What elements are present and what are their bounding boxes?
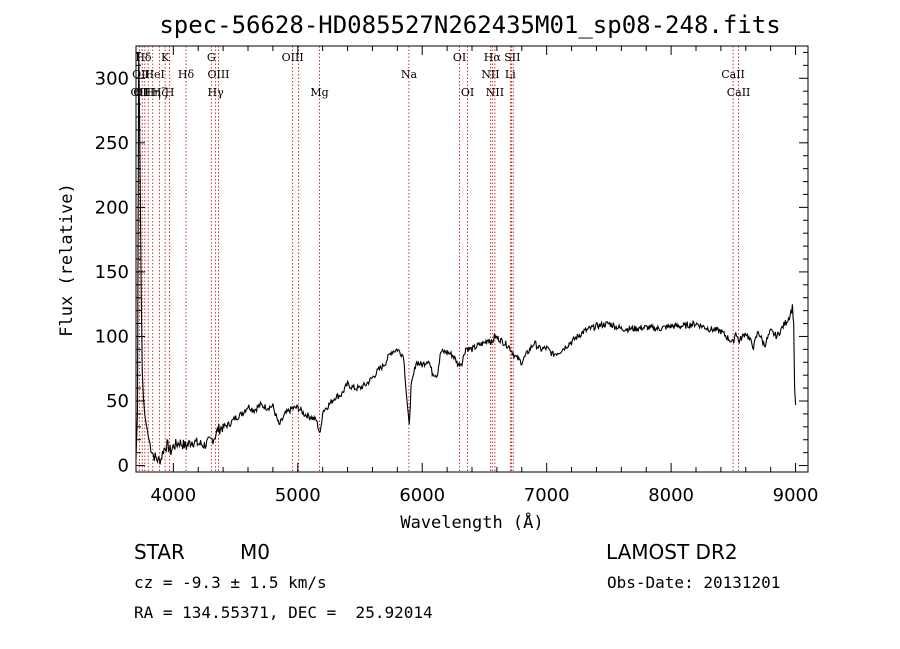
line-id-label: NII xyxy=(481,68,499,81)
obs-date: Obs-Date: 20131201 xyxy=(607,573,781,592)
y-axis: 0 50 100 150 200 250 300 xyxy=(95,51,808,477)
x-axis: 4000 5000 6000 7000 8000 9000 xyxy=(150,46,818,506)
line-id-label: G xyxy=(207,51,216,64)
line-id-label: Hγ xyxy=(208,86,225,99)
chart-title: spec-56628-HD085527N262435M01_sp08-248.f… xyxy=(159,11,780,39)
redshift-cz: cz = -9.3 ± 1.5 km/s xyxy=(134,573,327,592)
y-tick-label: 150 xyxy=(95,262,129,283)
line-id-label: NII xyxy=(486,86,504,99)
x-tick-label: 5000 xyxy=(275,485,321,506)
line-id-label: CaII xyxy=(727,86,751,99)
y-tick-label: 0 xyxy=(118,456,129,477)
line-id-label: H xyxy=(165,86,175,99)
line-id-label: Hδ xyxy=(135,51,152,64)
plot-frame xyxy=(135,45,809,473)
line-id-label: Hα xyxy=(484,51,502,64)
x-tick-label: 7000 xyxy=(524,485,570,506)
line-markers xyxy=(138,46,739,472)
survey-name: LAMOST DR2 xyxy=(606,540,738,564)
line-id-label: Mg xyxy=(310,86,328,99)
y-tick-label: 300 xyxy=(95,68,129,89)
coordinates: RA = 134.55371, DEC = 25.92014 xyxy=(134,603,433,622)
line-id-label: K xyxy=(161,51,170,64)
line-id-label: Na xyxy=(401,68,418,81)
line-id-label: OIII xyxy=(207,68,229,81)
line-id-label: OII xyxy=(133,86,151,99)
line-id-label: HeI xyxy=(144,68,164,81)
line-id-label: OIII xyxy=(282,51,304,64)
line-id-label: Hζ xyxy=(152,86,168,99)
line-id-label: SII xyxy=(504,51,520,64)
line-id-label: OI xyxy=(461,86,474,99)
subclass: M0 xyxy=(240,540,270,564)
y-tick-label: 200 xyxy=(95,197,129,218)
line-id-label: Hη xyxy=(145,86,161,99)
x-tick-label: 9000 xyxy=(773,485,819,506)
y-tick-label: 250 xyxy=(95,133,129,154)
y-axis-label: Flux (relative) xyxy=(57,183,77,337)
line-id-label: Li xyxy=(505,68,516,81)
spectrum-series xyxy=(135,52,797,465)
x-tick-label: 8000 xyxy=(648,485,694,506)
y-tick-label: 50 xyxy=(106,391,129,412)
line-id-label: OII xyxy=(132,68,150,81)
x-tick-label: 6000 xyxy=(399,485,445,506)
line-id-label: OI xyxy=(453,51,466,64)
object-class: STAR xyxy=(134,540,185,564)
x-axis-label: Wavelength (Å) xyxy=(400,511,543,533)
line-id-label: CaII xyxy=(721,68,745,81)
line-id-label: Hδ xyxy=(178,68,195,81)
x-tick-label: 4000 xyxy=(150,485,196,506)
y-tick-label: 100 xyxy=(95,326,129,347)
